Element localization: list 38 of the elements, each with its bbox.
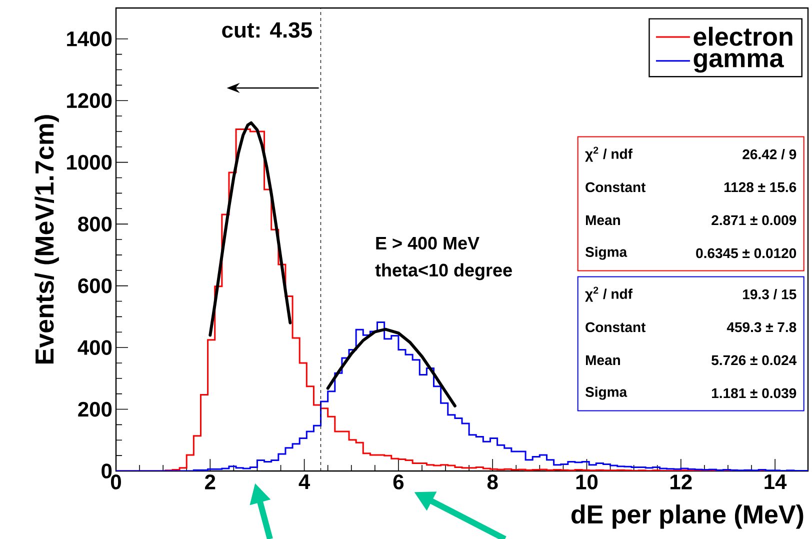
y-tick-label: 0 <box>102 464 112 478</box>
annotation: χ$^{2}$ / ndf <box>585 286 633 302</box>
x-tick-label: 6 <box>393 474 404 490</box>
annotation: Sigma <box>585 386 628 400</box>
annotation: Constant <box>586 322 646 332</box>
annotation: χ$^{2}$ / ndf <box>585 146 633 162</box>
ref-line-label: cut: 4.35 <box>222 22 312 38</box>
x-tick-label: 8 <box>487 474 498 490</box>
annotation: 0.6345 ± 0.0120 <box>696 248 796 258</box>
y-tick-label: 800 <box>78 216 112 232</box>
y-tick-label: 1200 <box>67 93 112 108</box>
annotation: Constant <box>586 182 646 192</box>
annotation: 19.3 / 15 <box>743 289 796 300</box>
annotation: Sigma <box>585 246 628 260</box>
y-tick-label: 600 <box>78 278 112 294</box>
y-tick-label: 1000 <box>67 154 112 170</box>
y-tick-label: 1400 <box>67 31 112 46</box>
x-tick-label: 12 <box>670 474 692 490</box>
annotation: 1.181 ± 0.039 <box>712 388 796 398</box>
x-tick-label: 4 <box>298 474 310 489</box>
x-tick-label: 10 <box>576 474 598 490</box>
x-axis-title: dE per plane (MeV) <box>572 504 804 529</box>
legend-label: electron <box>694 26 792 46</box>
x-tick-label: 2 <box>205 474 216 490</box>
annotation: E > 400 MeV <box>376 236 480 250</box>
y-axis-title: Events/ (MeV/1.7cm) <box>34 115 59 364</box>
annotation: theta<10 degree <box>375 263 512 280</box>
annotation: 26.42 / 9 <box>742 149 796 160</box>
x-tick-label: 14 <box>764 474 787 489</box>
annotation: Mean <box>586 355 620 366</box>
y-tick-label: 400 <box>78 340 112 355</box>
annotation: Mean <box>586 215 620 226</box>
annotation: 459.3 ± 7.8 <box>726 322 796 332</box>
annotation: 2.871 ± 0.009 <box>712 215 796 226</box>
annotation: 5.726 ± 0.024 <box>712 355 797 366</box>
y-tick-label: 200 <box>78 402 112 417</box>
legend-label: gamma <box>694 53 784 73</box>
annotation: 1128 ± 15.6 <box>724 182 796 192</box>
